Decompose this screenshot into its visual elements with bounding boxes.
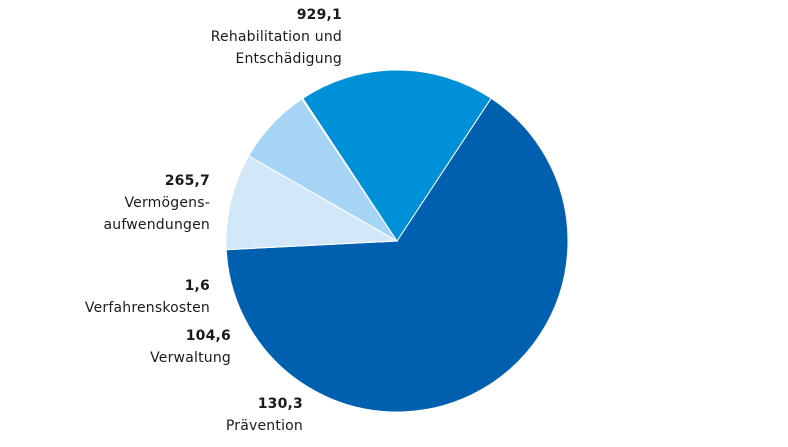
label-vermoegensaufwendungen: 265,7 Vermögens- aufwendungen [104,170,210,236]
name-label-vermoegensaufwendungen-line2: aufwendungen [103,217,210,233]
value-label-verwaltung: 104,6 [185,328,231,344]
label-praevention: 130,3 Prävention [226,393,303,437]
pie-slice-vermoegensaufwendungen [302,69,492,242]
name-label-rehab-line2: Entschädigung [235,51,342,67]
name-label-verwaltung: Verwaltung [150,350,231,366]
label-verwaltung: 104,6 Verwaltung [150,325,231,369]
value-label-rehab: 929,1 [296,7,342,23]
value-label-verfahrenskosten: 1,6 [184,278,210,294]
name-label-rehab-line1: Rehabilitation und [210,29,342,45]
label-verfahrenskosten: 1,6 Verfahrenskosten [85,275,210,319]
label-rehab: 929,1 Rehabilitation und Entschädigung [211,4,342,70]
pie-slice-praevention [225,155,399,251]
name-label-praevention: Prävention [225,418,303,434]
value-label-vermoegensaufwendungen: 265,7 [164,173,210,189]
value-label-praevention: 130,3 [257,396,303,412]
pie-slice-rehab [225,97,569,413]
name-label-verfahrenskosten: Verfahrenskosten [84,300,210,316]
name-label-vermoegensaufwendungen-line1: Vermögens- [124,195,210,211]
